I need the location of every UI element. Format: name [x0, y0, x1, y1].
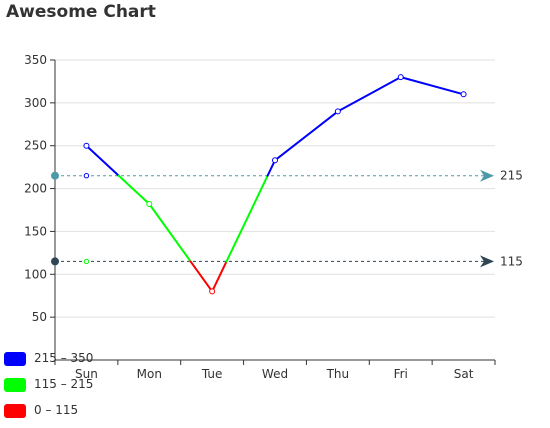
- mark-line-point-115: [83, 258, 90, 265]
- mark-line-arrow-115: [480, 255, 494, 268]
- y-tick-label: 350: [24, 53, 47, 67]
- legend-label-low: 0 – 115: [34, 403, 79, 417]
- series-segment: [117, 174, 151, 205]
- series-line: [85, 76, 465, 293]
- mark-line-arrow-215: [480, 169, 494, 182]
- series-segment: [336, 76, 402, 113]
- x-tick-label-tue: Tue: [201, 367, 223, 381]
- legend-swatch-mid: [4, 378, 26, 392]
- x-tick-label-wed: Wed: [262, 367, 288, 381]
- x-tick-label-mon: Mon: [137, 367, 162, 381]
- series-segment: [189, 260, 214, 293]
- y-tick-label: 200: [24, 182, 47, 196]
- series-segment: [274, 110, 339, 162]
- y-tick-label: 300: [24, 96, 47, 110]
- data-point-mon: [146, 201, 153, 207]
- series-segment: [225, 174, 269, 263]
- series-segment: [399, 76, 465, 96]
- legend-swatch-low: [4, 404, 26, 418]
- y-tick-label: 250: [24, 139, 47, 153]
- y-tick-label: 50: [32, 310, 47, 324]
- data-point-sun: [83, 142, 90, 149]
- data-point-fri: [397, 74, 404, 81]
- data-point-sat: [460, 91, 467, 98]
- mark-line-label-115: 115: [500, 254, 523, 268]
- data-point-tue: [209, 288, 216, 295]
- series-segment: [148, 203, 192, 263]
- x-tick-label-sat: Sat: [454, 367, 474, 381]
- series-segment: [211, 260, 228, 293]
- mark-line-label-215: 215: [500, 169, 523, 183]
- data-point-thu: [334, 108, 341, 115]
- legend-swatch-high: [4, 352, 26, 366]
- x-tick-label-fri: Fri: [394, 367, 408, 381]
- legend-label-mid: 115 – 215: [34, 377, 94, 391]
- series-segment: [85, 144, 120, 177]
- legend-label-high: 215 – 350: [34, 351, 94, 365]
- x-tick-label-thu: Thu: [326, 367, 350, 381]
- y-tick-label: 150: [24, 224, 47, 238]
- mark-line-point-215: [83, 173, 90, 179]
- y-tick-label: 100: [24, 267, 47, 281]
- chart-title: Awesome Chart: [6, 2, 156, 22]
- x-tick-label-sun: Sun: [75, 367, 98, 381]
- data-point-wed: [272, 157, 278, 164]
